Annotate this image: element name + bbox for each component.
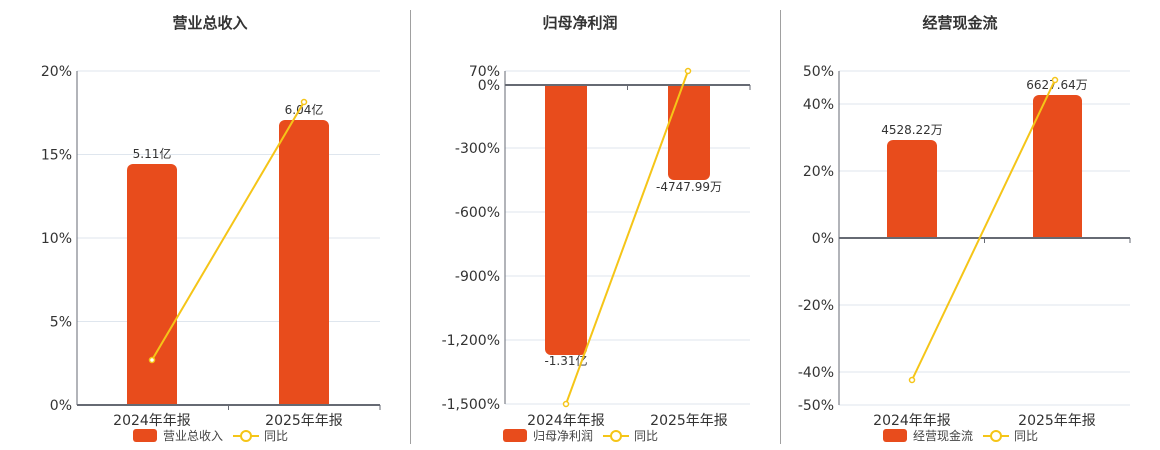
y-tick: 20% bbox=[803, 164, 834, 180]
y-tick: 70% bbox=[469, 64, 500, 80]
panel-divider bbox=[780, 10, 781, 444]
legend-bar-label[interactable]: 经营现金流 bbox=[913, 429, 974, 443]
legend-bar-label[interactable]: 归母净利润 bbox=[533, 429, 594, 443]
y-tick: -600% bbox=[455, 205, 500, 221]
x-tick: 2024年年报 bbox=[873, 413, 951, 429]
legend-bar-label[interactable]: 营业总收入 bbox=[163, 429, 224, 443]
bar-2025[interactable] bbox=[279, 120, 329, 405]
bar-2024[interactable] bbox=[887, 140, 937, 238]
y-tick: 10% bbox=[41, 231, 72, 247]
chart-title: 归母净利润 bbox=[542, 14, 618, 32]
bar-label: -1.31亿 bbox=[544, 353, 587, 368]
chart-panel-revenue: 营业总收入 20% 15% 10% 5% 0% 5.11亿 6.04亿 bbox=[0, 0, 400, 450]
bar-label: -4747.99万 bbox=[656, 180, 722, 194]
yoy-point[interactable] bbox=[684, 67, 692, 75]
bar-label: 6.04亿 bbox=[285, 102, 324, 117]
bar-label: 5.11亿 bbox=[133, 146, 172, 161]
y-tick: -40% bbox=[798, 365, 834, 381]
legend-bar-swatch[interactable] bbox=[883, 429, 907, 442]
yoy-point[interactable] bbox=[562, 400, 570, 408]
chart-panel-net-profit: 归母净利润 70% 0% -300% -600% -900% -1,200% -… bbox=[442, 14, 751, 444]
bar-label: 6627.64万 bbox=[1026, 78, 1088, 92]
y-tick: 0% bbox=[478, 78, 500, 94]
bar-2024[interactable] bbox=[127, 164, 177, 405]
y-tick: 50% bbox=[803, 64, 834, 80]
y-tick: -1,500% bbox=[442, 397, 500, 413]
x-tick: 2025年年报 bbox=[1018, 413, 1096, 429]
y-tick: -1,200% bbox=[442, 333, 500, 349]
legend-bar-swatch[interactable] bbox=[133, 429, 157, 442]
yoy-line bbox=[151, 101, 305, 361]
bar-label: 4528.22万 bbox=[881, 123, 943, 137]
chart-title: 经营现金流 bbox=[922, 14, 998, 32]
y-tick: 20% bbox=[41, 64, 72, 80]
yoy-line bbox=[911, 79, 1056, 381]
legend-line-icon[interactable] bbox=[983, 429, 1010, 442]
legend-line-label[interactable]: 同比 bbox=[264, 429, 289, 443]
legend: 归母净利润 同比 bbox=[503, 427, 658, 444]
legend-bar-swatch[interactable] bbox=[503, 429, 527, 442]
bar-2025[interactable] bbox=[668, 85, 710, 180]
yoy-point[interactable] bbox=[300, 98, 308, 106]
y-tick: 15% bbox=[41, 148, 72, 164]
chart-title: 营业总收入 bbox=[172, 14, 248, 32]
yoy-point[interactable] bbox=[908, 376, 916, 384]
bar-2024[interactable] bbox=[545, 85, 587, 355]
bar-2025[interactable] bbox=[1033, 95, 1082, 238]
x-tick: 2025年年报 bbox=[265, 413, 343, 429]
legend-line-icon[interactable] bbox=[233, 429, 260, 442]
legend: 经营现金流 同比 bbox=[883, 427, 1038, 444]
yoy-line bbox=[565, 70, 689, 405]
legend-line-icon[interactable] bbox=[603, 429, 630, 442]
yoy-point[interactable] bbox=[148, 356, 156, 364]
panel-divider bbox=[410, 10, 411, 444]
y-tick: 0% bbox=[50, 398, 72, 414]
y-tick: 40% bbox=[803, 97, 834, 113]
yoy-point[interactable] bbox=[1051, 76, 1059, 84]
chart-canvas: 70% 0% -300% -600% -900% -1,200% -1,500%… bbox=[442, 64, 751, 429]
legend: 营业总收入 同比 bbox=[133, 427, 288, 444]
y-tick: -50% bbox=[798, 398, 834, 414]
x-tick: 2024年年报 bbox=[527, 413, 605, 429]
y-tick: -20% bbox=[798, 298, 834, 314]
legend-line-label[interactable]: 同比 bbox=[1014, 429, 1039, 443]
x-tick: 2024年年报 bbox=[113, 413, 191, 429]
y-tick: -300% bbox=[455, 141, 500, 157]
chart-canvas: 20% 15% 10% 5% 0% 5.11亿 6.04亿 2024年年报 20… bbox=[41, 64, 381, 429]
y-tick: 5% bbox=[50, 315, 72, 331]
y-tick: -900% bbox=[455, 269, 500, 285]
y-tick: 0% bbox=[812, 231, 834, 247]
x-tick: 2025年年报 bbox=[650, 413, 728, 429]
legend-line-label[interactable]: 同比 bbox=[634, 429, 659, 443]
